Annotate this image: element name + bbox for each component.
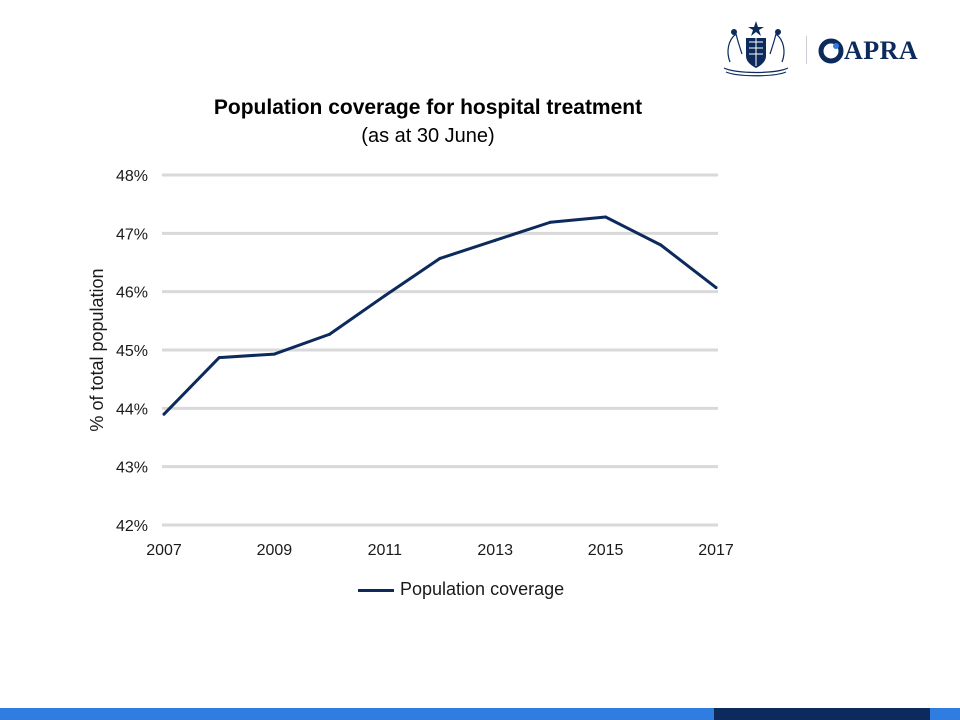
data-point bbox=[604, 215, 608, 219]
y-tick-label: 47% bbox=[116, 226, 148, 243]
chart-subtitle: (as at 30 June) bbox=[361, 125, 495, 147]
x-tick-label: 2007 bbox=[146, 542, 182, 559]
y-tick-label: 43% bbox=[116, 460, 148, 477]
footer-bar-dark bbox=[714, 708, 930, 720]
logo-area: APRA bbox=[716, 18, 936, 80]
x-axis-ticks: 2007 2009 2011 2013 2015 2017 bbox=[146, 542, 734, 559]
data-point bbox=[714, 286, 718, 290]
x-tick-label: 2013 bbox=[477, 542, 513, 559]
series-line-population-coverage bbox=[162, 215, 718, 416]
legend-label: Population coverage bbox=[400, 579, 565, 599]
x-tick-label: 2009 bbox=[257, 542, 293, 559]
y-tick-label: 45% bbox=[116, 343, 148, 360]
gridlines bbox=[162, 173, 718, 527]
x-tick-label: 2017 bbox=[698, 542, 734, 559]
apra-logo-icon bbox=[818, 38, 844, 64]
x-tick-label: 2011 bbox=[368, 542, 403, 559]
y-tick-label: 46% bbox=[116, 285, 148, 302]
y-tick-label: 48% bbox=[116, 168, 148, 185]
data-point bbox=[217, 356, 221, 360]
data-point bbox=[438, 256, 442, 260]
apra-logo-text: APRA bbox=[844, 36, 919, 65]
data-point bbox=[493, 238, 497, 242]
data-point bbox=[162, 412, 166, 416]
coat-of-arms-icon bbox=[723, 21, 789, 77]
footer-bar-end bbox=[930, 708, 960, 720]
data-point bbox=[328, 332, 332, 336]
footer-bar-light bbox=[0, 708, 714, 720]
y-tick-label: 44% bbox=[116, 401, 148, 418]
x-tick-label: 2015 bbox=[588, 542, 624, 559]
chart-title: Population coverage for hospital treatme… bbox=[213, 96, 643, 119]
data-point bbox=[272, 352, 276, 356]
y-axis-label: % of total population bbox=[87, 268, 107, 431]
logo-divider bbox=[806, 36, 807, 64]
data-point bbox=[659, 243, 663, 247]
y-axis-ticks: 42% 43% 44% 45% 46% 47% 48% bbox=[116, 168, 148, 535]
data-point bbox=[383, 294, 387, 298]
legend-swatch bbox=[358, 589, 394, 592]
y-tick-label: 42% bbox=[116, 518, 148, 535]
series-layer bbox=[162, 215, 718, 416]
data-point bbox=[548, 220, 552, 224]
